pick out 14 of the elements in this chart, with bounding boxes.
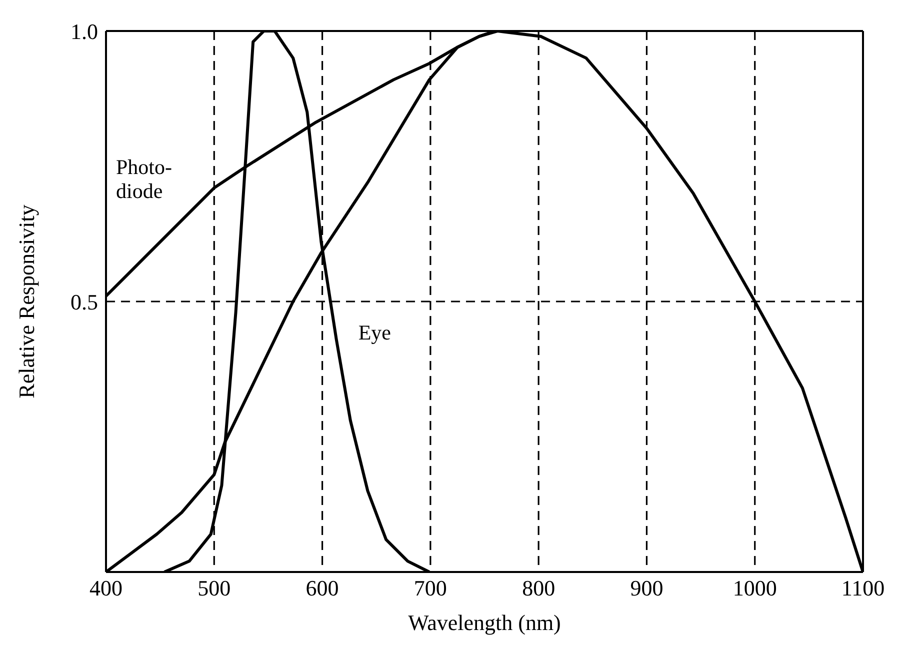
x-tick-label: 500	[198, 576, 231, 601]
x-tick-label: 1000	[732, 576, 777, 601]
y-tick-label: 0.5	[70, 289, 98, 314]
series-label: Eye	[358, 320, 391, 344]
x-tick-label: 800	[522, 576, 556, 601]
x-tick-label: 1100	[841, 576, 885, 601]
y-tick-label: 1.0	[70, 18, 98, 44]
x-tick-label: 600	[306, 576, 339, 601]
x-axis-title: Wavelength (nm)	[408, 610, 561, 635]
x-tick-label: 900	[630, 576, 664, 601]
y-axis-title: Relative Responsivity	[14, 204, 39, 398]
x-tick-label: 400	[90, 576, 122, 601]
x-tick-label: 700	[414, 576, 447, 601]
series-label: Photo-diode	[116, 155, 172, 204]
